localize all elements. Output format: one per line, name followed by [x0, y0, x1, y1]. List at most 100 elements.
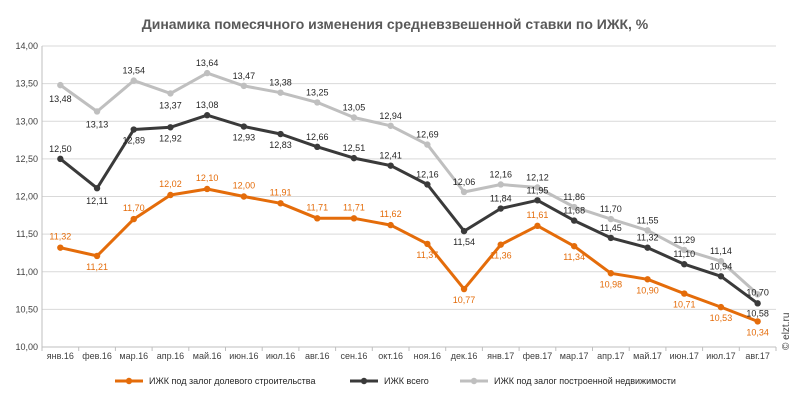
data-point: [460, 227, 468, 235]
series-line: [59, 113, 759, 305]
data-label: 11,91: [270, 187, 292, 197]
x-tick-label: авг.17: [745, 351, 769, 361]
y-tick-label: 11,00: [16, 267, 38, 277]
y-tick-label: 13,50: [15, 79, 38, 89]
x-axis-ticks: янв.16 фев.16 мар.16 апр.16 май.16 июн.16 июл.…: [41, 347, 777, 361]
data-label: 11,86: [563, 192, 585, 202]
data-label: 12,00: [233, 181, 256, 191]
data-point: [644, 227, 651, 234]
data-point: [314, 99, 321, 106]
data-label: 12,06: [453, 177, 476, 187]
data-point: [57, 244, 64, 251]
data-point: [534, 197, 541, 204]
data-label: 11,71: [306, 202, 328, 212]
data-label: 11,68: [563, 206, 585, 216]
y-tick-label: 12,50: [15, 154, 38, 164]
data-label: 12,02: [159, 179, 182, 189]
data-point: [644, 276, 651, 283]
data-label: 12,41: [379, 151, 402, 161]
data-point: [350, 215, 358, 222]
data-label: 12,16: [416, 169, 439, 179]
data-point: [497, 241, 504, 248]
data-label: 12,92: [159, 133, 182, 143]
data-label: 13,37: [159, 100, 182, 110]
x-tick-label: янв.17: [487, 351, 514, 361]
data-point: [424, 240, 431, 248]
series-line: [60, 187, 759, 323]
data-point: [314, 143, 321, 151]
data-label: 11,95: [527, 185, 549, 195]
data-label: 11,61: [527, 210, 549, 220]
data-point: [240, 82, 248, 90]
data-label: 11,55: [637, 215, 659, 225]
data-point: [644, 244, 651, 251]
data-label: 13,64: [196, 58, 219, 68]
data-point: [497, 181, 504, 188]
data-point: [534, 222, 541, 230]
x-tick-label: апр.17: [597, 351, 624, 361]
data-point: [387, 221, 394, 229]
data-point: [240, 193, 248, 200]
x-tick-label: дек.16: [451, 351, 478, 361]
data-label: 10,58: [746, 308, 769, 318]
data-point: [167, 191, 174, 199]
data-label: 12,94: [379, 111, 402, 121]
data-point: [754, 318, 761, 325]
data-point: [93, 252, 101, 260]
y-axis-ticks: 10,00 10,50 11,00 11,50 12,00 12,50 13,00 13,50…: [15, 41, 38, 352]
data-label: 11,54: [453, 237, 475, 247]
legend-marker: [125, 377, 133, 385]
data-point: [570, 242, 578, 250]
data-label: 12,51: [343, 143, 366, 153]
legend: ИЖК под залог долевого строительства ИЖК …: [115, 376, 676, 386]
data-label: 10,70: [746, 287, 769, 297]
y-tick-label: 10,50: [15, 304, 38, 314]
data-point: [754, 300, 761, 307]
data-point: [240, 123, 248, 130]
data-label: 11,29: [673, 235, 695, 245]
data-label: 12,50: [49, 144, 72, 154]
x-tick-label: ноя.16: [414, 351, 441, 361]
data-label: 11,34: [563, 252, 585, 262]
data-point: [681, 246, 688, 254]
data-label: 11,21: [86, 262, 108, 272]
data-label: 13,08: [196, 100, 219, 110]
legend-marker: [470, 377, 478, 385]
data-label: 10,71: [673, 300, 696, 310]
y-tick-label: 11,50: [16, 229, 38, 239]
data-label: 12,69: [416, 130, 439, 140]
data-label: 11,32: [49, 232, 71, 242]
data-label: 11,71: [343, 202, 365, 212]
data-point: [167, 124, 174, 131]
legend-marker: [360, 377, 368, 385]
data-label: 13,13: [86, 119, 109, 129]
data-label: 12,89: [122, 136, 145, 146]
x-tick-label: фев.17: [523, 351, 553, 361]
x-tick-label: июн.16: [229, 351, 258, 361]
x-tick-label: июл.16: [266, 351, 295, 361]
data-point: [57, 155, 64, 163]
x-tick-label: окт.16: [378, 351, 403, 361]
legend-label: ИЖК под залог построенной недвижимости: [494, 376, 676, 386]
data-point: [681, 261, 688, 268]
x-tick-label: июн.17: [670, 351, 699, 361]
data-label: 13,25: [306, 87, 329, 97]
data-point: [424, 141, 431, 148]
data-label: 10,34: [746, 327, 769, 337]
data-point: [93, 108, 101, 115]
data-label: 12,12: [526, 172, 549, 182]
data-label: 10,98: [600, 279, 623, 289]
data-label: 13,48: [49, 94, 72, 104]
data-point: [497, 205, 504, 212]
data-point: [387, 162, 394, 169]
y-tick-label: 13,00: [15, 116, 38, 126]
data-point: [534, 184, 541, 191]
data-point: [570, 203, 578, 211]
data-label: 11,37: [416, 250, 438, 260]
x-tick-label: янв.16: [47, 351, 74, 361]
legend-label: ИЖК всего: [384, 376, 429, 386]
data-point: [130, 126, 137, 133]
data-point: [277, 130, 284, 138]
